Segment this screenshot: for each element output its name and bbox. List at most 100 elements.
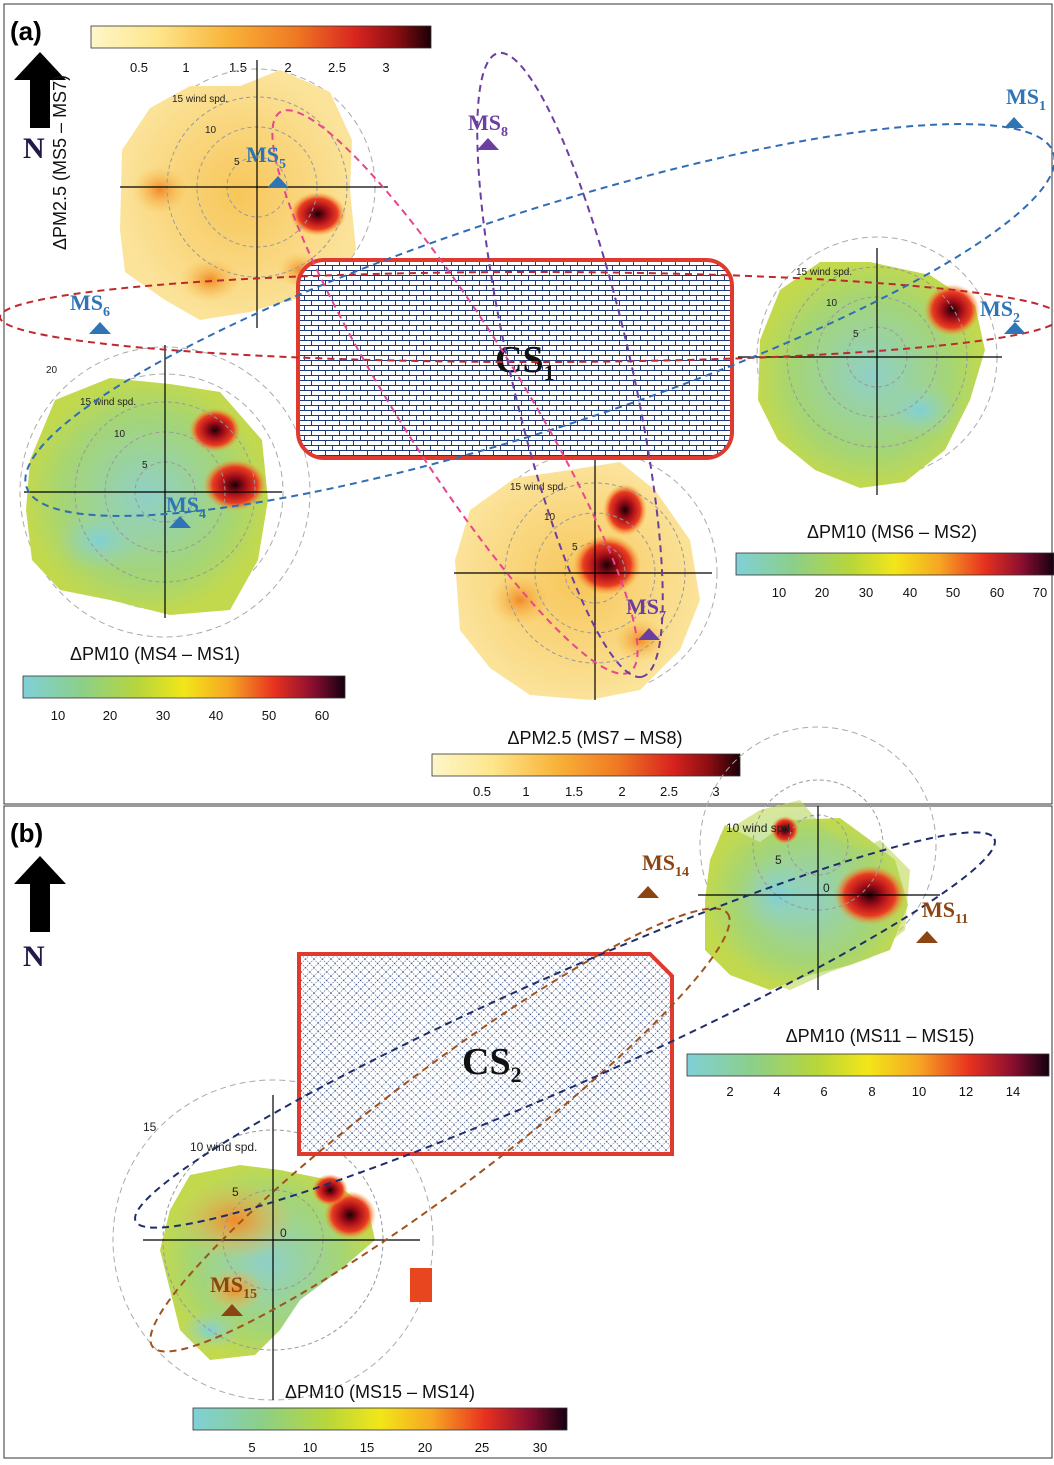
ellipse-ms7-ms8 bbox=[476, 51, 664, 679]
polar-plot-ms15-ms14: 0 5 10 wind spd. 15 ΔPM10 (MS15 – MS14) … bbox=[112, 1079, 568, 1455]
ring-label: 10 bbox=[114, 429, 126, 440]
polar-title: ΔPM10 (MS4 – MS1) bbox=[70, 644, 240, 664]
svg-text:MS2: MS2 bbox=[980, 296, 1020, 326]
panel-b-label: (b) bbox=[10, 818, 43, 848]
colorbar-tick: 5 bbox=[248, 1440, 255, 1455]
colorbar-tick: 2 bbox=[726, 1084, 733, 1099]
ring-label: 0 bbox=[280, 1226, 287, 1240]
ring-label: 10 bbox=[205, 125, 217, 136]
ring-label: 5 bbox=[232, 1185, 239, 1199]
polar-title: ΔPM10 (MS6 – MS2) bbox=[807, 522, 977, 542]
ring-label: 5 bbox=[853, 329, 859, 340]
station-ms8: MS8 bbox=[468, 110, 508, 150]
polar-title: ΔPM10 (MS11 – MS15) bbox=[786, 1026, 975, 1046]
svg-text:MS1: MS1 bbox=[1006, 84, 1046, 114]
colorbar-tick: 10 bbox=[303, 1440, 317, 1455]
colorbar-pm25-top: 0.5 1 1.5 2 2.5 3 bbox=[90, 25, 432, 75]
station-ms6: MS6 bbox=[70, 290, 111, 334]
svg-text:MS6: MS6 bbox=[70, 290, 110, 320]
north-arrow-b: N bbox=[14, 856, 66, 973]
colorbar-tick: 30 bbox=[859, 585, 873, 600]
colorbar-tick: 3 bbox=[382, 60, 389, 75]
panel-b-frame bbox=[3, 805, 1053, 1459]
ring-label: 20 bbox=[46, 365, 58, 376]
polar-title: ΔPM2.5 (MS7 – MS8) bbox=[507, 728, 682, 748]
construction-site-cs1: CS1 bbox=[296, 258, 734, 460]
ring-label: 15 wind spd. bbox=[172, 94, 228, 105]
station-ms1: MS1 bbox=[1004, 84, 1046, 128]
construction-site-cs2: CS2 bbox=[297, 952, 674, 1156]
colorbar-tick: 40 bbox=[209, 708, 223, 723]
colorbar-pm10-right: 10 20 30 40 50 60 70 bbox=[735, 552, 1054, 600]
svg-text:MS11: MS11 bbox=[922, 897, 968, 927]
colorbar-pm10-b-left: 5 10 15 20 25 30 bbox=[192, 1407, 568, 1455]
colorbar-tick: 20 bbox=[103, 708, 117, 723]
colorbar-tick: 8 bbox=[868, 1084, 875, 1099]
station-ms2: MS2 bbox=[980, 296, 1026, 334]
ring-label: 15 wind spd. bbox=[510, 482, 566, 493]
colorbar-tick: 30 bbox=[533, 1440, 547, 1455]
colorbar-tick: 70 bbox=[1033, 585, 1047, 600]
colorbar-tick: 12 bbox=[959, 1084, 973, 1099]
colorbar-tick: 1.5 bbox=[565, 784, 583, 799]
svg-text:MS14: MS14 bbox=[642, 850, 689, 880]
station-ms14: MS14 bbox=[637, 850, 689, 898]
colorbar-tick: 40 bbox=[903, 585, 917, 600]
polar-plot-ms7-ms8: 5 10 15 wind spd. ΔPM2.5 (MS7 – MS8) 0.5… bbox=[431, 450, 741, 799]
colorbar-tick: 60 bbox=[990, 585, 1004, 600]
colorbar-tick: 10 bbox=[912, 1084, 926, 1099]
svg-text:MS8: MS8 bbox=[468, 110, 508, 140]
colorbar-tick: 60 bbox=[315, 708, 329, 723]
colorbar-tick: 1 bbox=[182, 60, 189, 75]
colorbar-tick: 30 bbox=[156, 708, 170, 723]
ring-label: 10 bbox=[544, 512, 556, 523]
polar-title: ΔPM10 (MS15 – MS14) bbox=[285, 1382, 475, 1402]
north-label-b: N bbox=[23, 940, 45, 973]
colorbar-tick: 50 bbox=[262, 708, 276, 723]
ring-label: 10 bbox=[826, 298, 838, 309]
colorbar-tick: 2 bbox=[618, 784, 625, 799]
panel-a-frame bbox=[3, 3, 1053, 805]
panel-a-label: (a) bbox=[10, 16, 42, 46]
colorbar-tick: 1.5 bbox=[229, 60, 247, 75]
colorbar-tick: 10 bbox=[51, 708, 65, 723]
colorbar-tick: 50 bbox=[946, 585, 960, 600]
colorbar-pm25-bottom: 0.5 1 1.5 2 2.5 3 bbox=[431, 753, 741, 799]
polar-plot-ms11-ms15: 0 5 10 wind spd. ΔPM10 (MS11 – MS15) 2 4… bbox=[686, 726, 1050, 1099]
colorbar-tick: 15 bbox=[360, 1440, 374, 1455]
ring-label: 15 wind spd. bbox=[80, 397, 136, 408]
colorbar-tick: 2.5 bbox=[660, 784, 678, 799]
colorbar-pm10-left: 10 20 30 40 50 60 bbox=[22, 675, 346, 723]
station-ms11: MS11 bbox=[916, 897, 968, 943]
polar-plot-ms5-ms7: 5 10 15 wind spd. ΔPM2.5 (MS5 – MS7) bbox=[50, 60, 388, 328]
ellipse-ms15-ms14 bbox=[149, 907, 731, 1353]
colorbar-tick: 0.5 bbox=[473, 784, 491, 799]
ring-label: 5 bbox=[572, 542, 578, 553]
polar-plot-ms6-ms2: 5 10 15 wind spd. ΔPM10 (MS6 – MS2) 10 2… bbox=[735, 236, 1054, 600]
colorbar-tick: 2.5 bbox=[328, 60, 346, 75]
colorbar-tick: 4 bbox=[773, 1084, 780, 1099]
colorbar-tick: 0.5 bbox=[130, 60, 148, 75]
colorbar-tick: 2 bbox=[284, 60, 291, 75]
colorbar-pm10-b-right: 2 4 6 8 10 12 14 bbox=[686, 1053, 1050, 1099]
ellipse-ms6-ms2 bbox=[0, 271, 1054, 363]
ring-label: 5 bbox=[142, 460, 148, 471]
ring-label: 15 bbox=[143, 1120, 157, 1134]
colorbar-tick: 25 bbox=[475, 1440, 489, 1455]
colorbar-tick: 6 bbox=[820, 1084, 827, 1099]
north-arrow-a: N bbox=[14, 52, 66, 165]
north-label-a: N bbox=[23, 132, 45, 165]
ring-label: 0 bbox=[823, 881, 830, 895]
colorbar-tick: 3 bbox=[712, 784, 719, 799]
polar-title: ΔPM2.5 (MS5 – MS7) bbox=[50, 75, 70, 250]
ring-label: 5 bbox=[234, 157, 240, 168]
ring-label: 10 wind spd. bbox=[726, 821, 793, 835]
colorbar-tick: 10 bbox=[772, 585, 786, 600]
colorbar-tick: 1 bbox=[522, 784, 529, 799]
ring-label: 5 bbox=[775, 853, 782, 867]
ring-label: 10 wind spd. bbox=[190, 1140, 257, 1154]
ring-label: 15 wind spd. bbox=[796, 267, 852, 278]
colorbar-tick: 20 bbox=[418, 1440, 432, 1455]
